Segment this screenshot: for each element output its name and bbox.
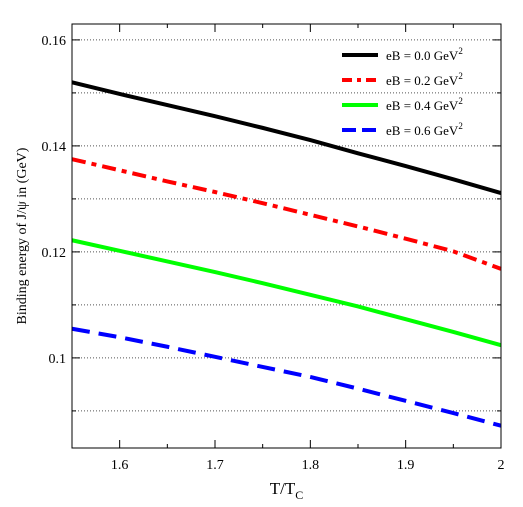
series-layer	[71, 80, 502, 428]
legend-label-superscript: 2	[458, 71, 463, 81]
x-tick-label: 2	[498, 458, 505, 473]
axis-ticks: 1.6 1.7 1.8 1.9 2 0.1 0.12 0.14 0.16	[42, 24, 505, 473]
y-tick-label: 0.12	[42, 246, 67, 261]
plot-frame	[71, 23, 502, 449]
y-tick-label: 0.14	[42, 140, 67, 155]
legend-label-2: eB = 0.2 GeV2	[386, 71, 463, 88]
y-axis-label: Binding energy of J/ψ in (GeV)	[15, 147, 30, 324]
x-tick-label: 1.6	[111, 458, 129, 473]
legend-label-text: eB = 0.4 GeV	[386, 98, 459, 113]
legend-label-3: eB = 0.4 GeV2	[386, 96, 463, 113]
x-tick-label: 1.9	[397, 458, 415, 473]
series-line-4	[71, 326, 502, 428]
series-line-2	[71, 157, 502, 271]
legend-label-superscript: 2	[458, 96, 463, 106]
grid	[72, 39, 501, 412]
legend-label-superscript: 2	[458, 46, 463, 56]
y-tick-label: 0.16	[42, 34, 67, 49]
series-line-3	[71, 238, 502, 348]
legend-label-text: eB = 0.2 GeV	[386, 73, 459, 88]
series-line-1	[71, 80, 502, 195]
x-axis-label-subscript: C	[295, 488, 303, 502]
legend-label-superscript: 2	[458, 121, 463, 131]
legend-label-4: eB = 0.6 GeV2	[386, 121, 463, 138]
x-axis-label: T/TC	[270, 479, 304, 502]
legend-label-text: eB = 0.0 GeV	[386, 48, 459, 63]
legend-label-1: eB = 0.0 GeV2	[386, 46, 463, 63]
x-tick-label: 1.8	[302, 458, 320, 473]
legend-label-text: eB = 0.6 GeV	[386, 123, 459, 138]
y-tick-label: 0.1	[49, 352, 67, 367]
x-tick-label: 1.7	[206, 458, 224, 473]
x-axis-label-main: T/T	[270, 479, 296, 498]
